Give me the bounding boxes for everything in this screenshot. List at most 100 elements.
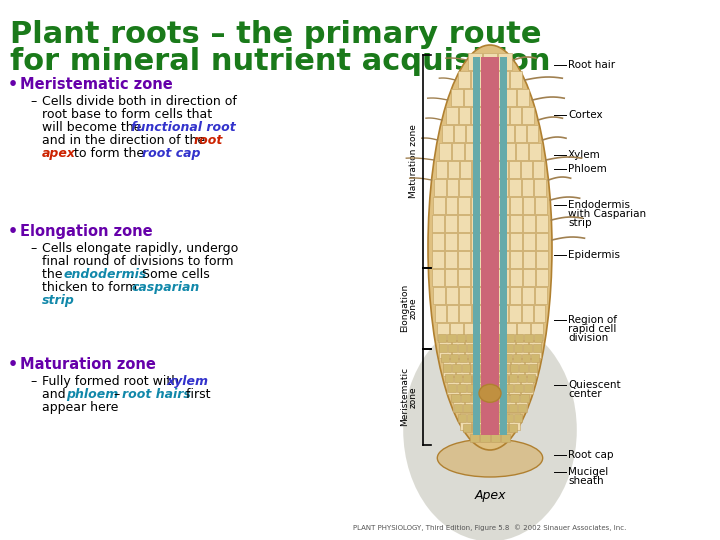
Text: Phloem: Phloem [568,164,607,174]
FancyBboxPatch shape [522,179,534,195]
FancyBboxPatch shape [472,423,480,431]
FancyBboxPatch shape [490,341,503,357]
FancyBboxPatch shape [523,214,535,232]
FancyBboxPatch shape [498,359,510,375]
FancyBboxPatch shape [504,414,513,422]
Text: and: and [42,388,70,401]
FancyBboxPatch shape [461,394,469,402]
FancyBboxPatch shape [433,197,445,213]
FancyBboxPatch shape [510,214,522,232]
FancyBboxPatch shape [497,71,509,87]
FancyBboxPatch shape [456,359,469,375]
FancyBboxPatch shape [432,214,444,232]
FancyBboxPatch shape [465,341,477,357]
Text: will become the: will become the [42,121,145,134]
FancyBboxPatch shape [490,89,503,105]
FancyBboxPatch shape [445,214,457,232]
Text: –: – [30,95,36,108]
FancyBboxPatch shape [522,354,530,361]
FancyBboxPatch shape [524,334,533,341]
Text: strip: strip [568,218,592,228]
FancyBboxPatch shape [438,334,446,341]
FancyBboxPatch shape [467,383,475,392]
FancyBboxPatch shape [490,394,500,402]
FancyBboxPatch shape [509,413,520,429]
FancyBboxPatch shape [510,363,518,372]
Text: Root hair: Root hair [568,60,615,70]
FancyBboxPatch shape [500,394,509,402]
Text: Cells divide both in direction of: Cells divide both in direction of [42,95,237,108]
FancyBboxPatch shape [490,434,500,442]
Text: Endodermis: Endodermis [568,200,630,210]
FancyBboxPatch shape [460,413,472,429]
FancyBboxPatch shape [497,251,509,267]
FancyBboxPatch shape [497,376,508,394]
FancyBboxPatch shape [484,71,496,87]
FancyBboxPatch shape [472,413,483,429]
FancyBboxPatch shape [510,71,522,87]
Text: root hairs: root hairs [122,388,191,401]
Text: thicken to form: thicken to form [42,281,141,294]
FancyBboxPatch shape [527,125,538,141]
FancyBboxPatch shape [523,251,535,267]
FancyBboxPatch shape [497,287,508,303]
FancyBboxPatch shape [452,341,464,357]
Text: final round of divisions to form: final round of divisions to form [42,255,233,268]
Text: division: division [568,333,608,343]
FancyBboxPatch shape [504,354,512,361]
FancyBboxPatch shape [486,383,494,392]
FancyBboxPatch shape [509,423,517,431]
FancyBboxPatch shape [534,305,545,321]
Text: –: – [30,242,36,255]
Text: phloem: phloem [66,388,118,401]
FancyBboxPatch shape [514,343,522,352]
FancyBboxPatch shape [510,394,519,402]
FancyBboxPatch shape [459,197,470,213]
FancyBboxPatch shape [485,160,495,178]
Ellipse shape [428,45,552,450]
FancyBboxPatch shape [464,322,476,340]
FancyBboxPatch shape [519,363,528,372]
FancyBboxPatch shape [445,233,456,249]
FancyBboxPatch shape [439,341,451,357]
FancyBboxPatch shape [433,287,445,303]
FancyBboxPatch shape [521,394,529,402]
FancyBboxPatch shape [476,383,485,392]
FancyBboxPatch shape [490,374,498,381]
FancyBboxPatch shape [457,383,466,392]
Text: Maturation zone: Maturation zone [408,124,418,198]
FancyBboxPatch shape [482,423,490,431]
FancyBboxPatch shape [523,287,534,303]
FancyBboxPatch shape [454,374,462,381]
FancyBboxPatch shape [446,106,458,124]
FancyBboxPatch shape [446,287,458,303]
FancyBboxPatch shape [484,233,496,249]
FancyBboxPatch shape [445,374,453,381]
FancyBboxPatch shape [521,376,533,394]
FancyBboxPatch shape [514,383,523,392]
Text: Elongation zone: Elongation zone [20,224,153,239]
FancyBboxPatch shape [497,233,509,249]
Text: •: • [8,357,18,372]
FancyBboxPatch shape [477,89,490,105]
FancyBboxPatch shape [505,334,513,341]
FancyBboxPatch shape [528,363,537,372]
FancyBboxPatch shape [498,52,513,70]
FancyBboxPatch shape [534,334,542,341]
Ellipse shape [479,384,501,402]
FancyBboxPatch shape [439,343,447,352]
FancyBboxPatch shape [495,343,503,352]
FancyBboxPatch shape [484,268,496,286]
Text: strip: strip [42,294,75,307]
FancyBboxPatch shape [431,233,444,249]
FancyBboxPatch shape [451,143,464,159]
FancyBboxPatch shape [485,376,495,394]
Text: with Casparian: with Casparian [568,209,646,219]
Text: center: center [568,389,602,399]
FancyBboxPatch shape [503,395,515,411]
FancyBboxPatch shape [490,363,499,372]
Text: Plant roots – the primary route: Plant roots – the primary route [10,20,541,49]
FancyBboxPatch shape [472,106,483,124]
FancyBboxPatch shape [495,383,504,392]
FancyBboxPatch shape [523,197,534,213]
